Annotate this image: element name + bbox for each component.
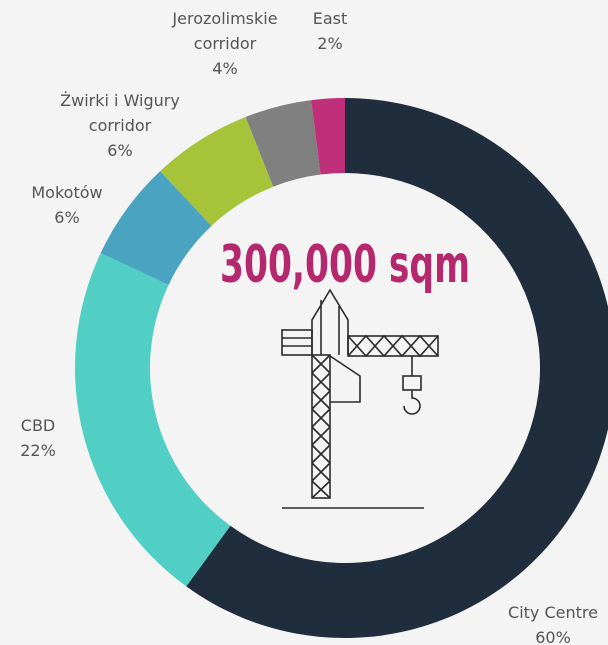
category-name: Mokotów: [31, 183, 103, 202]
value-label: 6%: [54, 208, 80, 227]
slice-label: East 2%: [290, 6, 370, 56]
category-name: City Centre: [508, 603, 598, 622]
category-name: Żwirki i Wigury corridor: [60, 91, 180, 135]
crane-icon: [281, 288, 439, 509]
slice-label: CBD 22%: [0, 413, 78, 463]
value-label: 6%: [107, 141, 133, 160]
slice-label: Jerozolimskie corridor 4%: [155, 6, 295, 81]
category-name: CBD: [20, 416, 56, 435]
slice-label: City Centre 60%: [493, 600, 608, 645]
value-label: 22%: [20, 441, 56, 460]
value-label: 60%: [535, 628, 571, 645]
donut-slice: [245, 100, 321, 187]
center-total: 300,000 sqm: [220, 235, 470, 295]
donut-slice: [100, 171, 212, 285]
category-name: East: [312, 9, 348, 28]
slice-label: Mokotów 6%: [12, 180, 122, 230]
donut-slice: [160, 116, 274, 226]
donut-slice: [311, 98, 345, 175]
slice-label: Żwirki i Wigury corridor 6%: [35, 88, 205, 163]
category-name: Jerozolimskie corridor: [172, 9, 278, 53]
donut-slice: [186, 98, 608, 638]
donut-slice: [74, 253, 231, 587]
value-label: 2%: [317, 34, 343, 53]
value-label: 4%: [212, 59, 238, 78]
